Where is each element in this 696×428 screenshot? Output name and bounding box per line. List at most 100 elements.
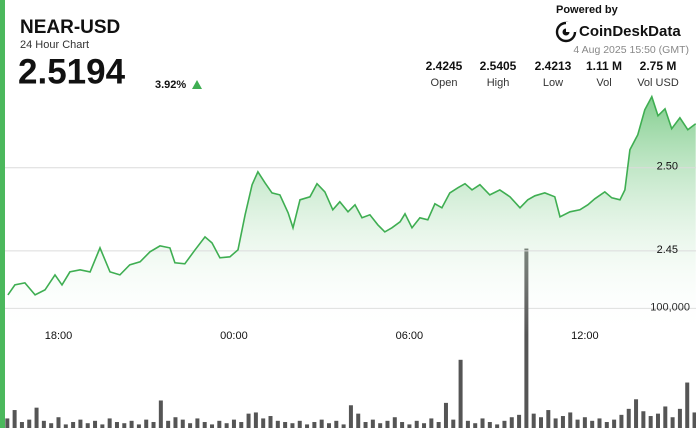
volume-bar — [297, 420, 302, 428]
volume-bar — [34, 407, 39, 428]
volume-bar — [626, 408, 631, 428]
volume-bar — [370, 419, 375, 428]
stat-value: 2.75 M — [640, 59, 677, 73]
timestamp: 4 Aug 2025 15:50 (GMT) — [573, 44, 689, 56]
volume-bar — [305, 424, 310, 428]
volume-bar — [429, 418, 434, 428]
title: NEAR-USD — [20, 17, 120, 38]
volume-bar — [509, 417, 514, 428]
stat-value: 1.11 M — [586, 59, 622, 73]
volume-bar — [575, 419, 580, 428]
volume-bar — [495, 424, 500, 428]
x-tick-label: 06:00 — [396, 330, 424, 342]
volume-bar — [612, 419, 617, 428]
volume-bar — [487, 422, 492, 428]
stat-label: Low — [543, 77, 563, 89]
volume-bar — [363, 422, 368, 428]
volume-bar — [568, 412, 573, 428]
volume-bar — [655, 413, 660, 428]
volume-bar — [231, 419, 236, 428]
volume-bar — [180, 419, 185, 428]
volume-bar — [210, 424, 215, 428]
volume-bar — [465, 420, 470, 428]
volume-bar — [582, 417, 587, 428]
volume-bar — [275, 420, 280, 428]
volume-bar — [356, 413, 361, 428]
volume-bar — [414, 420, 419, 428]
volume-bar — [597, 418, 602, 428]
stat-value: 2.4213 — [535, 59, 572, 73]
volume-bar — [634, 399, 639, 428]
volume-bar — [641, 411, 646, 428]
volume-bar — [619, 414, 624, 428]
volume-bar — [436, 422, 441, 428]
volume-bar — [114, 422, 119, 428]
volume-bar — [217, 420, 222, 428]
volume-bar — [546, 410, 551, 428]
volume-bar — [443, 402, 448, 428]
stat-label: Vol USD — [637, 77, 679, 89]
price: 2.5194 — [18, 52, 126, 91]
volume-bar — [422, 423, 427, 428]
volume-bar — [677, 408, 682, 428]
volume-bar — [290, 423, 295, 428]
volume-bar — [5, 418, 10, 428]
volume-bar — [49, 423, 54, 428]
volume-bar — [246, 413, 251, 428]
stat-value: 2.5405 — [480, 59, 517, 73]
volume-bar — [685, 382, 690, 428]
volume-bar — [224, 423, 229, 428]
y-tick-label: 2.45 — [657, 244, 678, 256]
volume-bar — [451, 419, 456, 428]
stat-label: High — [487, 77, 510, 89]
volume-bar — [392, 417, 397, 428]
subtitle: 24 Hour Chart — [20, 39, 89, 51]
stat-label: Vol — [596, 77, 611, 89]
volume-bar — [129, 420, 134, 428]
volume-bar — [692, 412, 696, 428]
volume-bar — [253, 412, 258, 428]
volume-bar — [27, 419, 32, 428]
volume-bar — [12, 410, 17, 428]
volume-bar — [283, 422, 288, 428]
volume-bar — [173, 417, 178, 428]
x-tick-label: 00:00 — [220, 330, 248, 342]
volume-bar — [188, 423, 193, 428]
volume-bar — [136, 424, 141, 428]
volume-bar — [604, 422, 609, 428]
volume-bar — [473, 423, 478, 428]
volume-bar — [100, 424, 105, 428]
volume-bar — [63, 424, 68, 428]
volume-bar — [195, 418, 200, 428]
volume-bar — [166, 420, 171, 428]
volume-bar — [261, 418, 266, 428]
accent-bar — [0, 0, 5, 428]
volume-bar — [531, 413, 536, 428]
price-line — [7, 94, 696, 296]
volume-bar — [56, 417, 61, 428]
x-tick-label: 12:00 — [571, 330, 599, 342]
volume-bar — [458, 359, 463, 428]
volume-bar — [334, 420, 339, 428]
change: 3.92% — [155, 79, 186, 91]
stat-value: 2.4245 — [426, 59, 463, 73]
volume-bar — [239, 422, 244, 428]
volume-bar — [348, 405, 353, 428]
volume-bar — [553, 418, 558, 428]
volume-bar — [93, 420, 98, 428]
volume-bar — [202, 422, 207, 428]
brand: CoinDeskData — [579, 23, 681, 40]
brand-logo — [555, 21, 577, 43]
volume-bar — [158, 400, 163, 428]
volume-bar — [648, 416, 653, 428]
volume-bar — [378, 423, 383, 428]
volume-bar — [524, 248, 529, 428]
volume-bar — [400, 422, 405, 428]
volume-bar — [107, 418, 112, 428]
x-tick-label: 18:00 — [45, 330, 73, 342]
volume-bar — [326, 423, 331, 428]
volume-bar — [663, 406, 668, 428]
volume-bar — [319, 419, 324, 428]
